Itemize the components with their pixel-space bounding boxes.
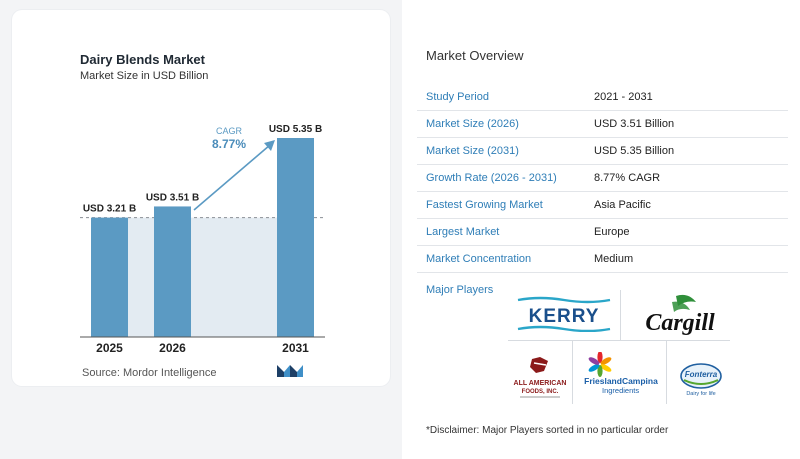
- overview-value: 2021 - 2031: [594, 91, 653, 103]
- cagr-value: 8.77%: [212, 137, 246, 151]
- chart-source: Source: Mordor Intelligence: [82, 367, 217, 379]
- overview-value: Asia Pacific: [594, 199, 651, 211]
- friesland-logo-text: FrieslandCampina: [584, 376, 658, 386]
- x-tick-label-2026: 2026: [159, 341, 186, 355]
- cagr-arrow-head: [264, 140, 275, 151]
- x-tick-label-2031: 2031: [282, 341, 309, 355]
- logo-divider: [508, 340, 730, 341]
- bar-2026: [154, 206, 191, 337]
- chart-title: Dairy Blends Market: [80, 52, 205, 67]
- logo-divider: [620, 290, 621, 340]
- overview-value: 8.77% CAGR: [594, 172, 661, 184]
- kerry-logo-text: KERRY: [529, 306, 600, 327]
- logo-divider: [666, 340, 667, 404]
- overview-row-fastest-growing: Fastest Growing Market Asia Pacific: [417, 192, 788, 219]
- all-american-logo-text: ALL AMERICAN: [514, 380, 567, 387]
- overview-key: Growth Rate (2026 - 2031): [426, 172, 557, 184]
- cagr-arrow-line: [193, 144, 271, 211]
- overview-value: Medium: [594, 253, 634, 265]
- source-label: Source:: [82, 367, 120, 379]
- overview-row-market-size-2026: Market Size (2026) USD 3.51 Billion: [417, 111, 788, 138]
- data-label-2025: USD 3.21 B: [83, 204, 136, 215]
- all-american-foods-logo: ALL AMERICAN FOODS, INC.: [514, 357, 567, 398]
- cargill-logo: Cargill: [645, 294, 715, 336]
- frieslandcampina-logo: FrieslandCampina Ingredients: [584, 352, 658, 395]
- fonterra-logo: Fonterra Dairy for life: [680, 363, 722, 397]
- cagr-label: CAGR: [216, 126, 243, 136]
- overview-row-growth-rate: Growth Rate (2026 - 2031) 8.77% CAGR: [417, 165, 788, 192]
- mordor-logo-icon: [277, 365, 303, 377]
- friesland-logo-subtext: Ingredients: [602, 386, 639, 395]
- overview-value: USD 5.35 Billion: [594, 145, 675, 157]
- overview-row-market-size-2031: Market Size (2031) USD 5.35 Billion: [417, 138, 788, 165]
- overview-key: Market Size (2026): [426, 118, 519, 130]
- overview-key: Study Period: [426, 91, 489, 103]
- major-players-title: Major Players: [426, 284, 494, 296]
- cargill-logo-text: Cargill: [645, 310, 715, 336]
- overview-key: Fastest Growing Market: [426, 199, 543, 211]
- overview-title: Market Overview: [426, 48, 524, 63]
- overview-row-largest-market: Largest Market Europe: [417, 219, 788, 246]
- data-label-2026: USD 3.51 B: [146, 192, 199, 203]
- fonterra-logo-subtext: Dairy for life: [686, 391, 715, 397]
- source-name: Mordor Intelligence: [122, 367, 217, 379]
- logo-divider: [572, 340, 573, 404]
- bar-chart: USD 3.21 B 2025 USD 3.51 B 2026 USD 5.35 B 20…: [80, 124, 325, 355]
- chart-subtitle: Market Size in USD Billion: [80, 70, 209, 82]
- overview-value: Europe: [594, 226, 630, 238]
- bar-2025: [91, 217, 128, 337]
- overview-value: USD 3.51 Billion: [594, 118, 675, 130]
- data-label-2031: USD 5.35 B: [269, 124, 322, 135]
- overview-card: [402, 0, 800, 459]
- overview-row-concentration: Market Concentration Medium: [417, 246, 788, 273]
- overview-key: Market Size (2031): [426, 145, 519, 157]
- overview-key: Market Concentration: [426, 253, 532, 265]
- fonterra-logo-text: Fonterra: [685, 370, 718, 379]
- x-tick-label-2025: 2025: [96, 341, 123, 355]
- friesland-flower-icon: [588, 352, 612, 377]
- all-american-logo-subtext: FOODS, INC.: [522, 389, 559, 395]
- bar-2031: [277, 138, 314, 337]
- comparison-band: [128, 217, 277, 337]
- overview-row-study-period: Study Period 2021 - 2031: [417, 84, 788, 111]
- kerry-logo: KERRY: [517, 296, 611, 332]
- disclaimer: *Disclaimer: Major Players sorted in no …: [426, 425, 669, 436]
- overview-key: Largest Market: [426, 226, 500, 238]
